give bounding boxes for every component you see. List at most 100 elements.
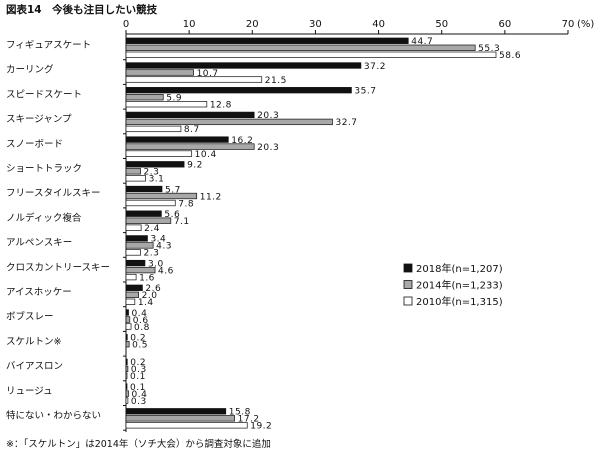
- bar: [125, 390, 129, 397]
- category-label: リュージュ: [6, 386, 53, 397]
- bar: [125, 291, 139, 298]
- bar-value-label: 10.4: [195, 150, 217, 160]
- bar-value-label: 58.6: [499, 51, 521, 61]
- category-label: スキージャンプ: [6, 114, 72, 125]
- bar-value-label: 19.2: [250, 422, 272, 432]
- bar-value-label: 3.1: [149, 175, 165, 185]
- x-tick-label: 70: [562, 19, 575, 30]
- bar-value-label: 9.2: [187, 161, 203, 171]
- bar-value-label: 8.7: [184, 125, 200, 135]
- legend-swatch: [403, 296, 413, 306]
- category-label: ショートトラック: [6, 164, 82, 175]
- bar: [125, 168, 141, 175]
- bar: [125, 383, 128, 390]
- bar-value-label: 0.6: [133, 316, 149, 326]
- bar-value-label: 17.2: [238, 415, 260, 425]
- bar: [125, 136, 229, 143]
- bar: [125, 259, 146, 267]
- bar-value-label: 2.3: [144, 249, 160, 259]
- bar-value-label: 4.3: [156, 242, 172, 252]
- bar: [125, 242, 154, 249]
- bar: [125, 118, 333, 126]
- category-label: フリースタイルスキー: [6, 188, 101, 199]
- bar-value-label: 2.3: [144, 168, 160, 178]
- bar-value-label: 3.4: [150, 235, 166, 245]
- bar: [125, 51, 497, 58]
- bar: [125, 44, 476, 51]
- bar-value-label: 44.7: [411, 37, 433, 47]
- bar-value-label: 3.0: [148, 259, 164, 269]
- bar: [125, 408, 227, 415]
- x-tick-label: 40: [372, 19, 385, 30]
- bar: [125, 175, 146, 182]
- bar: [125, 372, 128, 380]
- bar-value-label: 10.7: [197, 69, 219, 79]
- bar-value-label: 32.7: [335, 118, 357, 128]
- bar-value-label: 16.2: [231, 136, 253, 146]
- x-tick-label: 60: [498, 19, 511, 30]
- bar: [125, 161, 185, 168]
- bar-value-label: 2.4: [144, 224, 160, 234]
- bar: [125, 111, 255, 119]
- bar-value-label: 2.0: [142, 291, 158, 301]
- bar-value-label: 7.1: [174, 217, 190, 227]
- bar: [125, 125, 182, 133]
- bar-value-label: 0.2: [130, 358, 146, 368]
- bar-value-label: 0.5: [132, 341, 148, 351]
- legend-swatch: [403, 263, 413, 273]
- bar-value-label: 37.2: [364, 62, 386, 72]
- bar-value-label: 7.8: [178, 199, 194, 209]
- bar-value-label: 12.8: [210, 101, 232, 111]
- category-label: カーリング: [6, 64, 54, 76]
- bar-value-label: 2.6: [145, 284, 161, 294]
- x-tick-label: 50: [435, 19, 448, 30]
- bar: [125, 309, 129, 316]
- x-tick-label: 20: [246, 19, 259, 30]
- x-tick-label: 0: [123, 19, 129, 30]
- category-label: アイスホッケー: [6, 287, 72, 298]
- category-label: スノーボード: [6, 139, 63, 150]
- category-label: スケルトン※: [6, 336, 62, 347]
- bar-value-label: 1.6: [139, 273, 155, 283]
- bar: [125, 69, 194, 76]
- legend-label: 2010年(n=1,315): [416, 295, 503, 308]
- bar-value-label: 15.8: [229, 408, 251, 418]
- bar: [125, 334, 128, 341]
- bar: [125, 422, 248, 429]
- chart-title: 図表14 今後も注目したい競技: [6, 4, 158, 16]
- bar-value-label: 11.2: [200, 192, 222, 202]
- bar-value-label: 0.4: [132, 309, 148, 319]
- category-label: バイアスロン: [6, 361, 63, 372]
- bar-value-label: 55.3: [478, 44, 500, 54]
- bar: [125, 397, 129, 404]
- bar: [125, 249, 141, 256]
- bar-value-label: 5.7: [165, 185, 181, 195]
- bar: [125, 273, 137, 281]
- bar: [125, 341, 130, 348]
- legend-label: 2014年(n=1,233): [416, 279, 503, 292]
- bar: [125, 76, 263, 83]
- x-tick-label: 30: [309, 19, 322, 30]
- bar: [125, 266, 156, 274]
- bar: [125, 323, 132, 330]
- bar: [125, 94, 164, 101]
- category-label: スピードスケート: [6, 89, 82, 100]
- bar: [125, 101, 208, 108]
- category-label: クロスカントリースキー: [6, 262, 110, 273]
- bar: [125, 143, 255, 150]
- bar: [125, 210, 162, 217]
- bar: [125, 192, 198, 200]
- bar-value-label: 0.3: [131, 365, 147, 375]
- x-axis-unit: (%): [577, 19, 594, 30]
- bar: [125, 298, 136, 305]
- category-label: アルペンスキー: [6, 238, 72, 249]
- bar-value-label: 0.8: [134, 323, 150, 333]
- bar: [125, 217, 172, 224]
- category-label: フィギュアスケート: [6, 40, 91, 51]
- bar: [125, 358, 128, 366]
- bar: [125, 235, 148, 242]
- bar-value-label: 1.4: [138, 298, 154, 308]
- category-label: ボブスレー: [6, 311, 54, 323]
- bar: [125, 365, 129, 373]
